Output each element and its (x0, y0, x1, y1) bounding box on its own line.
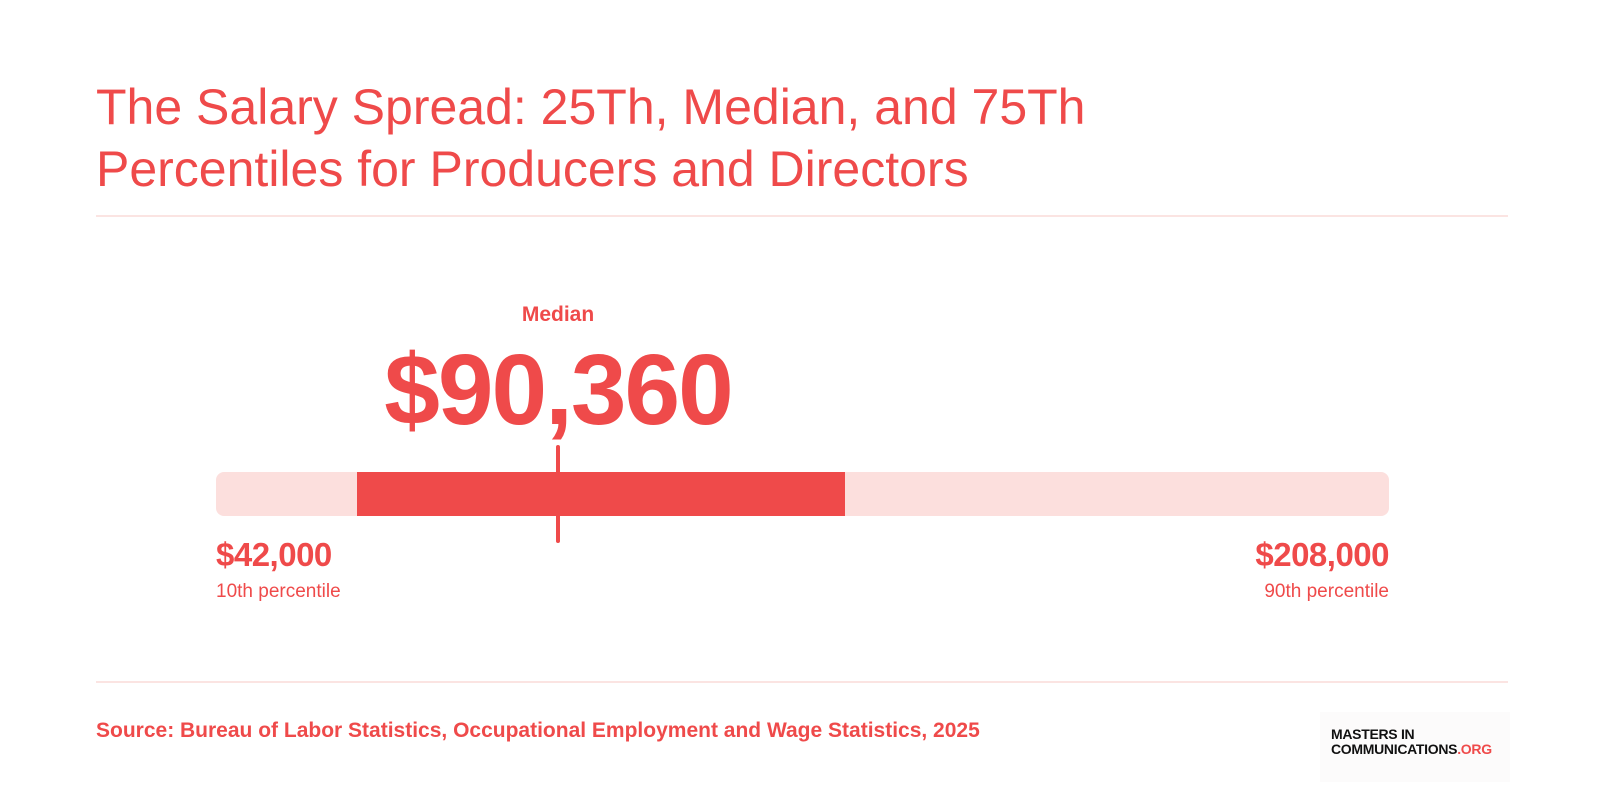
median-value: $90,360 (384, 334, 733, 446)
logo-line-1: MASTERS IN (1331, 726, 1415, 742)
p90-label: 90th percentile (1264, 581, 1389, 602)
logo-line-2: COMMUNICATIONS.ORG (1331, 742, 1492, 757)
title-divider (96, 215, 1508, 217)
footer-divider (96, 681, 1508, 683)
interquartile-bar (357, 472, 845, 516)
chart-title: The Salary Spread: 25Th, Median, and 75T… (96, 79, 1086, 197)
median-label: Median (521, 303, 595, 326)
p90-value: $208,000 (1255, 536, 1389, 573)
median-marker (555, 445, 560, 543)
logo-suffix: .ORG (1457, 741, 1492, 757)
p10-value: $42,000 (216, 536, 332, 573)
source-note: Source: Bureau of Labor Statistics, Occu… (96, 719, 980, 742)
site-logo[interactable]: MASTERS IN COMMUNICATIONS.ORG (1320, 712, 1510, 782)
logo-word: COMMUNICATIONS (1331, 741, 1458, 757)
p10-label: 10th percentile (216, 581, 341, 602)
